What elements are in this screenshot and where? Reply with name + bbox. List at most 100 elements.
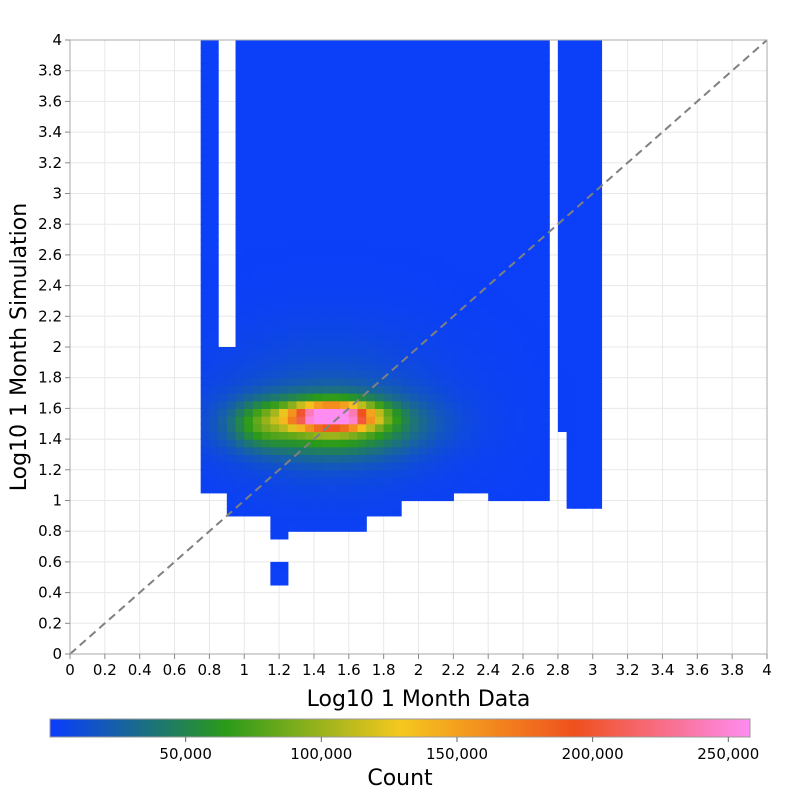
heatmap-cell — [566, 47, 576, 56]
heatmap-cell — [374, 393, 385, 402]
heatmap-cell — [444, 178, 454, 187]
heatmap-cell — [444, 331, 454, 340]
heatmap-cell — [479, 377, 489, 386]
heatmap-cell — [523, 385, 533, 394]
heatmap-cell — [392, 347, 402, 356]
heatmap-cell — [313, 393, 324, 402]
heatmap-cell — [374, 370, 385, 379]
heatmap-cell — [357, 523, 367, 532]
heatmap-cell — [305, 277, 315, 287]
heatmap-cell — [357, 270, 367, 279]
heatmap-cell — [270, 155, 280, 164]
heatmap-cell — [540, 469, 550, 479]
heatmap-cell — [488, 254, 498, 264]
heatmap-cell — [592, 270, 603, 279]
heatmap-cell — [592, 247, 603, 256]
heatmap-cell — [540, 170, 550, 179]
heatmap-cell — [462, 377, 472, 386]
heatmap-cell — [383, 170, 393, 179]
heatmap-cell — [479, 339, 489, 348]
heatmap-cell — [287, 63, 298, 72]
heatmap-cell — [427, 40, 437, 49]
heatmap-cell — [444, 40, 454, 49]
heatmap-cell — [287, 370, 298, 379]
heatmap-cell — [444, 193, 454, 202]
x-tick-label: 1.8 — [372, 661, 396, 679]
heatmap-cell — [340, 132, 350, 141]
heatmap-cell — [557, 93, 568, 102]
heatmap-cell — [401, 277, 411, 287]
heatmap-cell — [488, 354, 498, 363]
heatmap-cell — [235, 293, 245, 302]
heatmap-cell — [592, 323, 603, 333]
heatmap-cell — [575, 270, 585, 279]
heatmap-cell — [418, 63, 428, 72]
heatmap-cell — [479, 446, 489, 456]
heatmap-cell — [523, 78, 533, 87]
heatmap-cell — [305, 162, 315, 172]
heatmap-cell — [531, 101, 542, 110]
heatmap-cell — [409, 385, 420, 394]
heatmap-cell — [357, 385, 367, 394]
heatmap-cell — [427, 139, 437, 149]
heatmap-cell — [418, 170, 428, 179]
heatmap-cell — [366, 354, 376, 363]
heatmap-cell — [383, 124, 393, 133]
heatmap-cell — [462, 393, 472, 402]
heatmap-cell — [435, 300, 446, 310]
heatmap-cell — [287, 316, 298, 325]
heatmap-cell — [392, 431, 402, 440]
heatmap-cell — [435, 216, 446, 225]
heatmap-cell — [427, 63, 437, 72]
heatmap-cell — [479, 124, 489, 133]
heatmap-cell — [401, 423, 411, 433]
heatmap-cell — [209, 254, 219, 264]
heatmap-cell — [348, 339, 359, 348]
heatmap-cell — [209, 416, 219, 425]
heatmap-cell — [427, 462, 437, 471]
heatmap-cell — [374, 492, 385, 502]
heatmap-cell — [523, 93, 533, 102]
heatmap-cell — [348, 492, 359, 502]
heatmap-cell — [340, 354, 350, 363]
heatmap-cell — [287, 500, 298, 509]
heatmap-cell — [488, 293, 498, 302]
heatmap-cell — [313, 162, 324, 172]
heatmap-cell — [218, 423, 228, 433]
heatmap-cell — [505, 155, 515, 164]
heatmap-cell — [462, 469, 472, 479]
heatmap-cell — [584, 55, 594, 64]
heatmap-cell — [427, 116, 437, 126]
heatmap-cell — [435, 285, 446, 294]
heatmap-cell — [244, 201, 254, 210]
heatmap-cell — [566, 93, 576, 102]
heatmap-cell — [531, 408, 542, 417]
heatmap-cell — [540, 262, 550, 271]
heatmap-cell — [496, 316, 507, 325]
heatmap-cell — [523, 454, 533, 463]
heatmap-cell — [279, 331, 289, 340]
heatmap-cell — [427, 162, 437, 172]
heatmap-cell — [270, 277, 280, 287]
heatmap-cell — [366, 216, 376, 225]
heatmap-cell — [218, 469, 228, 479]
heatmap-cell — [235, 63, 245, 72]
heatmap-cell — [427, 109, 437, 118]
heatmap-cell — [296, 116, 306, 126]
heatmap-cell — [427, 78, 437, 87]
heatmap-cell — [287, 86, 298, 95]
heatmap-cell — [244, 40, 254, 49]
heatmap-cell — [331, 116, 341, 126]
heatmap-cell — [392, 178, 402, 187]
heatmap-cell — [357, 277, 367, 287]
heatmap-cell — [244, 454, 254, 463]
heatmap-cell — [296, 446, 306, 456]
heatmap-cell — [462, 216, 472, 225]
heatmap-cell — [322, 477, 332, 486]
heatmap-cell — [366, 193, 376, 202]
heatmap-cell — [209, 439, 219, 448]
heatmap-cell — [401, 431, 411, 440]
heatmap-cell — [200, 347, 210, 356]
heatmap-cell — [523, 293, 533, 302]
heatmap-cell — [540, 124, 550, 133]
